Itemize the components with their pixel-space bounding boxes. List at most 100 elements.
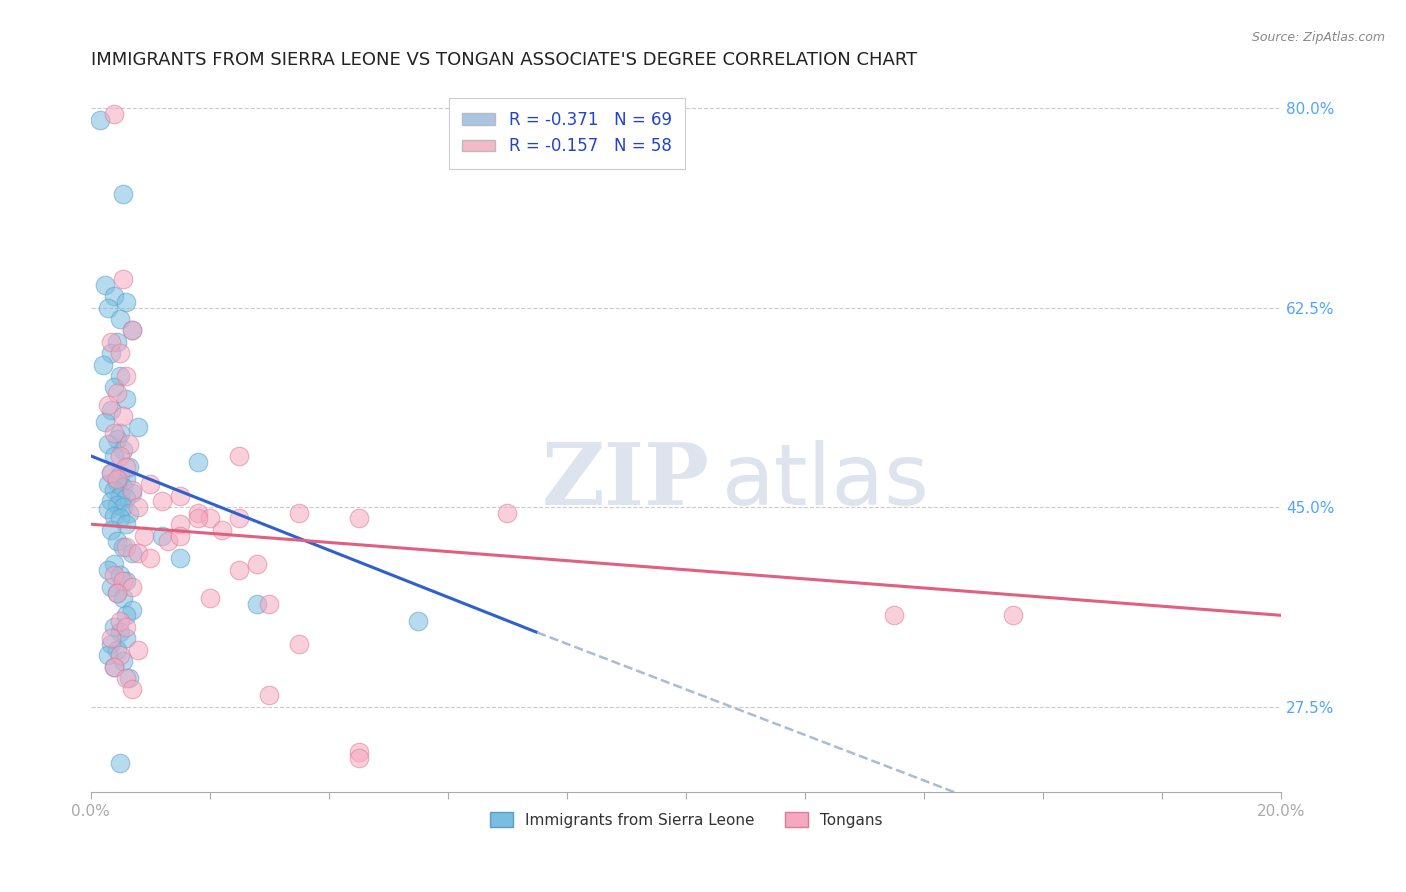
Point: [112, 409, 135, 423]
Point: [127, 420, 149, 434]
Point: [103, 289, 125, 303]
Point: [112, 500, 135, 515]
Point: [121, 602, 143, 616]
Point: [496, 506, 519, 520]
Point: [121, 324, 143, 338]
Point: [288, 506, 311, 520]
Point: [110, 614, 132, 628]
Point: [103, 620, 125, 634]
Point: [103, 659, 125, 673]
Point: [118, 460, 141, 475]
Point: [139, 551, 162, 566]
Point: [103, 425, 125, 440]
Point: [211, 523, 233, 537]
Point: [115, 631, 138, 645]
Point: [121, 483, 143, 497]
Point: [110, 346, 132, 360]
Point: [110, 568, 132, 582]
Point: [127, 546, 149, 560]
Point: [110, 425, 132, 440]
Point: [107, 472, 129, 486]
Point: [121, 682, 143, 697]
Point: [198, 511, 221, 525]
Point: [110, 511, 132, 525]
Point: [121, 580, 143, 594]
Point: [228, 449, 250, 463]
Point: [347, 751, 370, 765]
Point: [110, 489, 132, 503]
Point: [100, 580, 122, 594]
Point: [97, 301, 120, 315]
Point: [112, 574, 135, 589]
Point: [110, 312, 132, 326]
Point: [97, 648, 120, 663]
Point: [103, 568, 125, 582]
Point: [100, 466, 122, 480]
Point: [103, 107, 125, 121]
Point: [121, 486, 143, 500]
Point: [139, 477, 162, 491]
Point: [107, 534, 129, 549]
Point: [115, 574, 138, 589]
Point: [100, 523, 122, 537]
Point: [127, 500, 149, 515]
Point: [107, 642, 129, 657]
Point: [110, 369, 132, 384]
Point: [112, 272, 135, 286]
Point: [89, 112, 111, 127]
Point: [103, 483, 125, 497]
Point: [883, 608, 905, 623]
Point: [103, 380, 125, 394]
Point: [100, 637, 122, 651]
Point: [347, 745, 370, 759]
Point: [115, 369, 138, 384]
Point: [97, 563, 120, 577]
Point: [169, 489, 191, 503]
Point: [112, 654, 135, 668]
Point: [127, 642, 149, 657]
Point: [246, 557, 269, 571]
Point: [187, 506, 209, 520]
Point: [110, 625, 132, 640]
Point: [115, 295, 138, 310]
Point: [198, 591, 221, 606]
Point: [115, 472, 138, 486]
Point: [257, 688, 280, 702]
Point: [347, 511, 370, 525]
Point: [134, 528, 156, 542]
Point: [100, 494, 122, 508]
Point: [115, 671, 138, 685]
Point: [169, 528, 191, 542]
Point: [97, 502, 120, 516]
Point: [288, 637, 311, 651]
Point: [115, 392, 138, 406]
Point: [112, 480, 135, 494]
Point: [115, 608, 138, 623]
Point: [110, 648, 132, 663]
Point: [94, 277, 117, 292]
Point: [118, 671, 141, 685]
Point: [103, 449, 125, 463]
Point: [112, 186, 135, 201]
Point: [97, 437, 120, 451]
Legend: Immigrants from Sierra Leone, Tongans: Immigrants from Sierra Leone, Tongans: [484, 805, 889, 834]
Point: [107, 585, 129, 599]
Point: [118, 437, 141, 451]
Point: [103, 509, 125, 524]
Point: [228, 511, 250, 525]
Point: [115, 620, 138, 634]
Point: [1002, 608, 1025, 623]
Point: [112, 591, 135, 606]
Point: [112, 443, 135, 458]
Point: [228, 563, 250, 577]
Point: [107, 386, 129, 401]
Point: [187, 454, 209, 468]
Point: [97, 477, 120, 491]
Point: [107, 475, 129, 489]
Point: [169, 551, 191, 566]
Text: IMMIGRANTS FROM SIERRA LEONE VS TONGAN ASSOCIATE'S DEGREE CORRELATION CHART: IMMIGRANTS FROM SIERRA LEONE VS TONGAN A…: [90, 51, 917, 69]
Point: [121, 546, 143, 560]
Point: [118, 506, 141, 520]
Point: [100, 466, 122, 480]
Point: [150, 528, 173, 542]
